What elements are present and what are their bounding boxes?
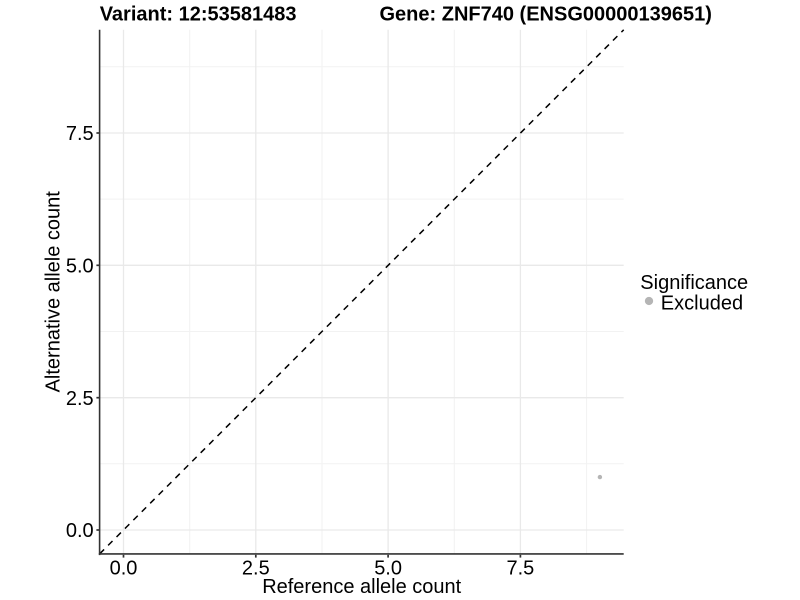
svg-text:0.0: 0.0 bbox=[66, 520, 94, 542]
svg-text:Significance: Significance bbox=[640, 272, 748, 294]
svg-text:2.5: 2.5 bbox=[242, 558, 270, 580]
svg-text:5.0: 5.0 bbox=[374, 558, 402, 580]
svg-text:0.0: 0.0 bbox=[110, 558, 138, 580]
svg-text:Variant: 12:53581483: Variant: 12:53581483 bbox=[100, 4, 297, 26]
svg-text:2.5: 2.5 bbox=[66, 388, 94, 410]
svg-text:Gene: ZNF740 (ENSG00000139651): Gene: ZNF740 (ENSG00000139651) bbox=[380, 4, 712, 26]
svg-text:Excluded: Excluded bbox=[661, 293, 743, 315]
svg-text:7.5: 7.5 bbox=[66, 123, 94, 145]
svg-text:5.0: 5.0 bbox=[66, 256, 94, 278]
svg-text:Alternative allele count: Alternative allele count bbox=[42, 191, 64, 393]
svg-text:Reference allele count: Reference allele count bbox=[262, 576, 461, 598]
svg-text:7.5: 7.5 bbox=[506, 558, 534, 580]
